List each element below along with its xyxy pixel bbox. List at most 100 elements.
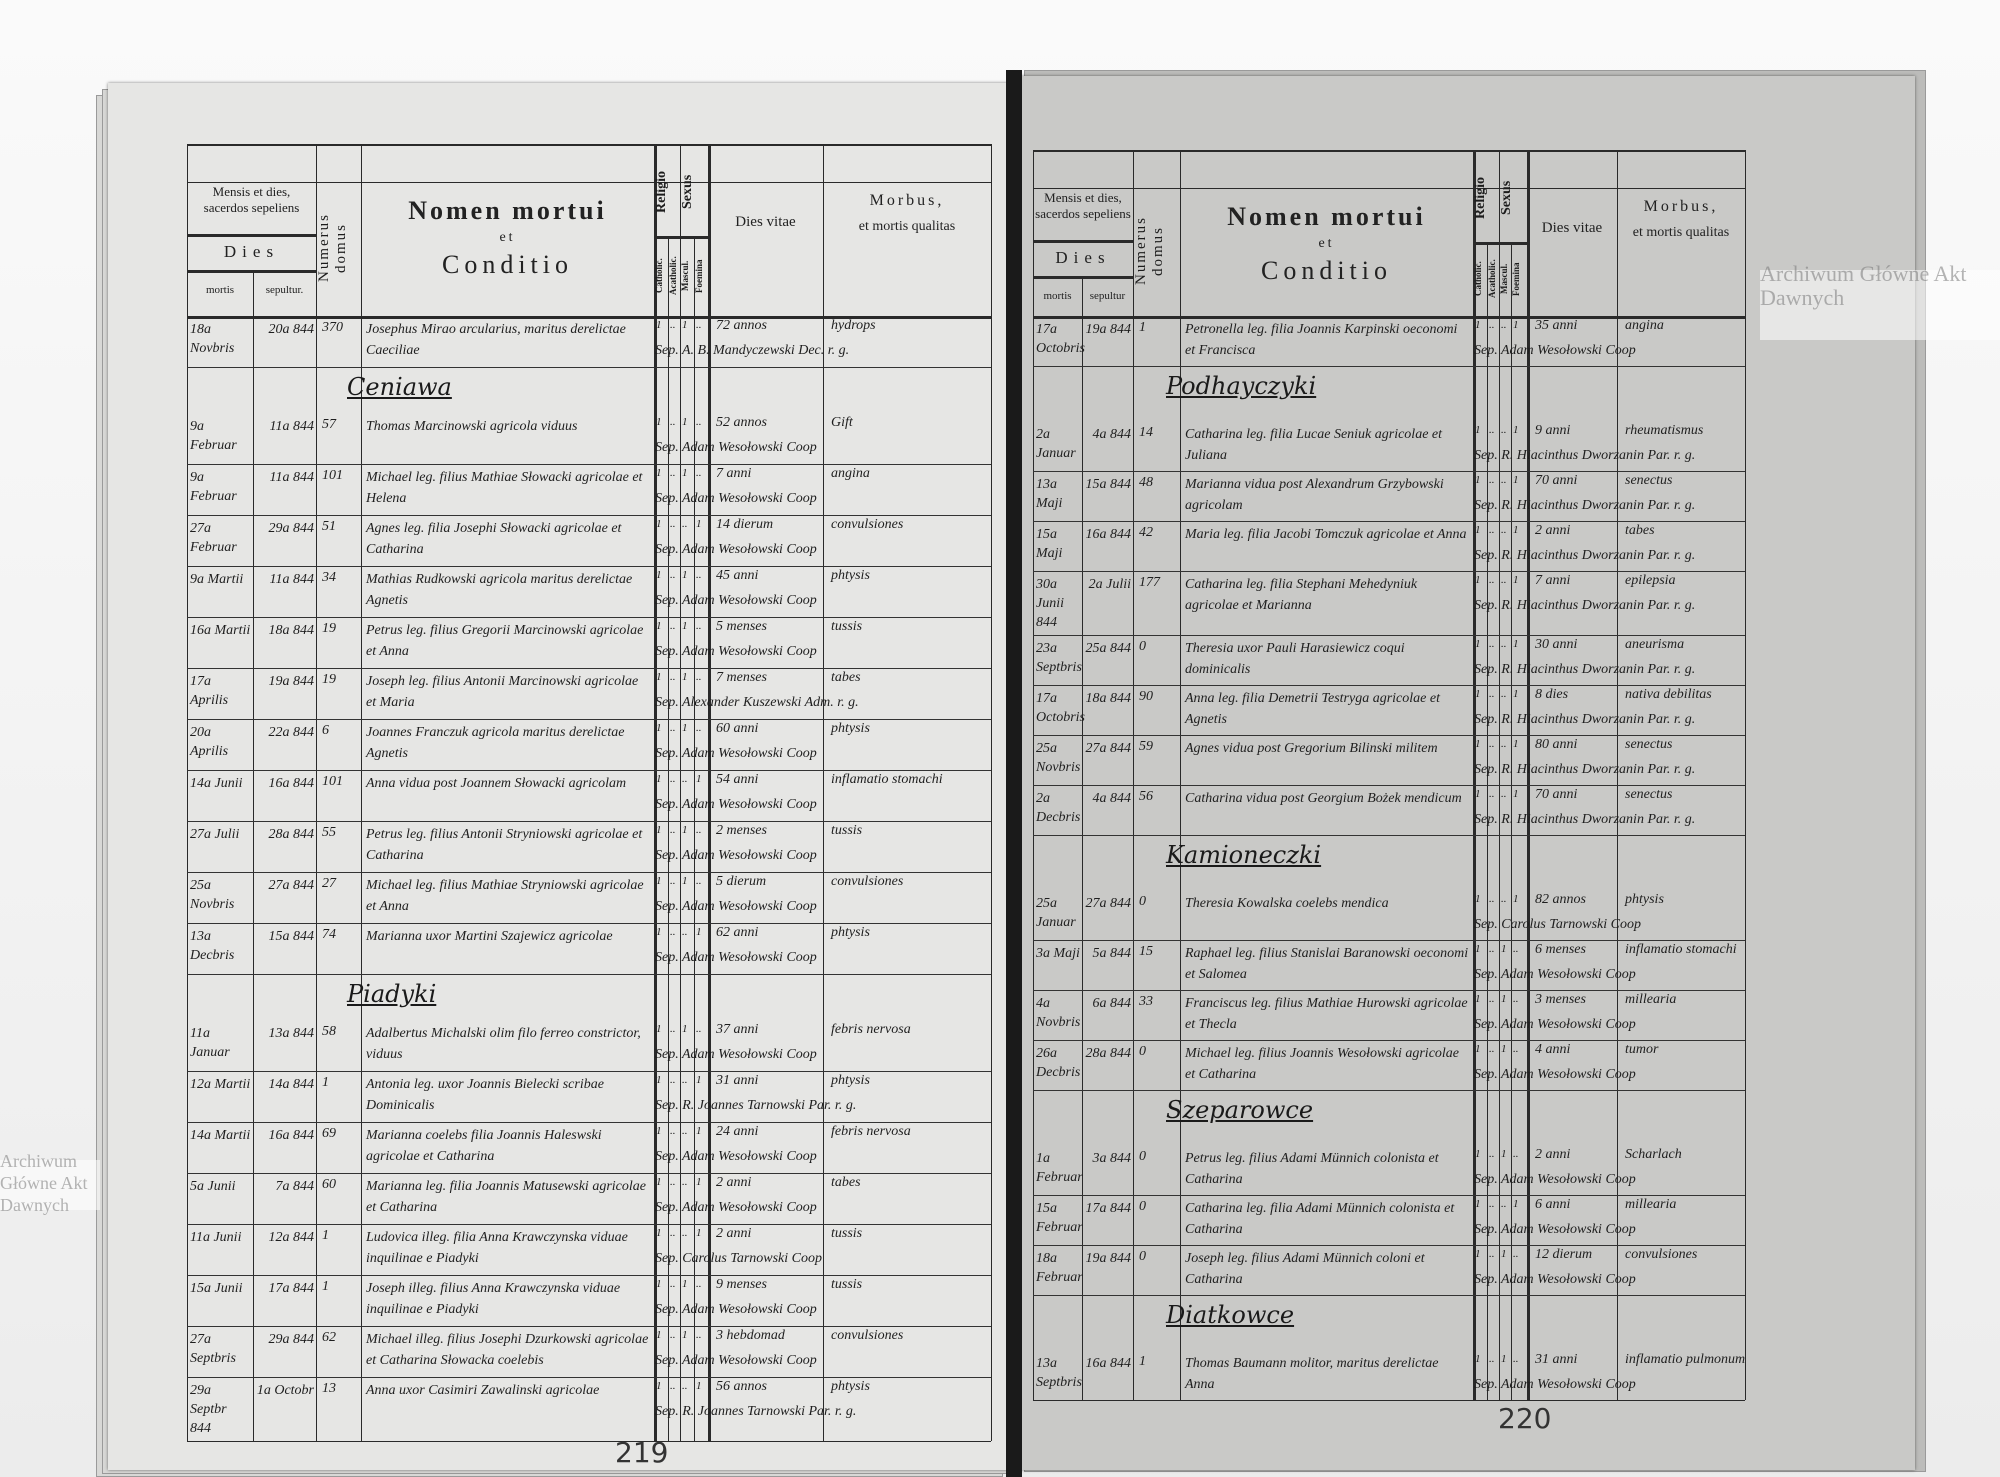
column-rule [1033,150,1034,1400]
age-at-death: 35 anni [1535,318,1578,333]
date-of-burial: 25a 844 [1085,641,1132,656]
catholic-mark: 1 [656,416,662,428]
register-entry: 4a Novbris 6a 844 33 Franciscus leg. filius… [1033,990,1745,1041]
house-number: 57 [322,417,336,432]
male-mark: 1 [682,416,688,428]
date-of-death: 15a Maji [1036,527,1063,561]
acatholic-mark: .. [1489,1148,1495,1160]
male-mark: .. [1501,893,1507,905]
acatholic-mark: .. [670,1278,676,1290]
male-mark: 1 [682,467,688,479]
register-entry: 2a Decbris 4a 844 56 Catharina vidua post G… [1033,785,1745,836]
acatholic-mark: .. [670,1227,676,1239]
male-mark: 1 [1501,1248,1507,1260]
burying-priest: Sep. Carolus Tarnowski Coop [1474,917,1641,932]
acatholic-mark: .. [670,875,676,887]
name-and-condition: Anna vidua post Joannem Słowacki agricol… [366,776,627,791]
male-mark: 1 [1501,943,1507,955]
header-morbus: Morbus, [869,192,945,209]
register-entry: 13a Maji 15a 844 48 Marianna vidua post Ale… [1033,471,1745,522]
burying-priest: Sep. R. Joannes Tarnowski Par. r. g. [655,1404,857,1419]
date-of-death: 17a Octobris [1036,322,1085,356]
age-at-death: 7 anni [716,466,752,481]
female-mark: .. [696,620,702,632]
cause-of-death: inflamatio pulmonum [1625,1352,1746,1367]
date-of-death: 16a Martii [190,623,251,638]
catholic-mark: 1 [656,1176,662,1188]
name-and-condition: Franciscus leg. filius Mathiae Hurowski … [1185,996,1468,1032]
age-at-death: 5 dierum [716,874,767,889]
header-mascul: Mascul. [1499,263,1509,295]
date-of-death: 9a Martii [190,572,244,587]
date-of-burial: 27a 844 [268,878,315,893]
column-rule [1487,242,1488,1400]
age-at-death: 70 anni [1535,473,1578,488]
age-at-death: 3 menses [1535,992,1586,1007]
header-mortis: mortis [1043,290,1072,302]
catholic-mark: 1 [1475,1353,1481,1365]
name-and-condition: Adalbertus Michalski olim filo ferreo co… [366,1026,641,1062]
section-row: Ceniawa [187,367,991,413]
date-of-death: 17a Octobris [1036,691,1085,725]
female-mark: .. [696,1023,702,1035]
house-number: 15 [1139,944,1153,959]
cause-of-death: senectus [1625,737,1673,752]
column-rule [1180,150,1181,1400]
catholic-mark: 1 [656,319,662,331]
male-mark: 1 [1501,1353,1507,1365]
register-entry: 16a Martii 18a 844 19 Petrus leg. filius Gr… [187,617,991,669]
female-mark: 1 [1513,574,1519,586]
date-of-death: 25a Novbris [190,878,235,912]
female-mark: .. [696,722,702,734]
age-at-death: 5 menses [716,619,767,634]
column-rule [316,144,317,1441]
column-rule [187,144,188,1441]
house-number: 19 [322,621,336,636]
male-mark: .. [682,926,688,938]
header-acatholic: Acatholic. [668,256,678,296]
date-of-burial: 6a 844 [1092,996,1132,1011]
catholic-mark: 1 [656,467,662,479]
date-of-burial: 3a 844 [1092,1151,1132,1166]
date-of-burial: 16a 844 [268,776,315,791]
burying-priest: Sep. R. Hiacinthus Dworzanin Par. r. g. [1474,762,1696,777]
watermark-backdrop [1760,270,2000,340]
column-rule [1511,242,1512,1400]
register-entry: 9a Februar 11a 844 57 Thomas Marcinowski ag… [187,413,991,465]
cause-of-death: phtysis [831,1073,870,1088]
catholic-mark: 1 [656,569,662,581]
burying-priest: Sep. Adam Wesołowski Coop [655,491,817,506]
female-mark: .. [696,319,702,331]
cause-of-death: phtysis [831,568,870,583]
catholic-mark: 1 [656,1074,662,1086]
female-mark: .. [1513,993,1519,1005]
register-entry: 17a Aprilis 19a 844 19 Joseph leg. filius A… [187,668,991,720]
female-mark: .. [696,416,702,428]
register-entry: 11a Junii 12a 844 1 Ludovica illeg. filia A… [187,1224,991,1276]
register-table-right: Mensis et dies, sacerdos sepeliens Dies mo… [1033,150,1746,1401]
catholic-mark: 1 [1475,1198,1481,1210]
cause-of-death: millearia [1625,992,1677,1007]
age-at-death: 24 anni [716,1124,759,1139]
name-and-condition: Petronella leg. filia Joannis Karpinski … [1185,322,1458,358]
catholic-mark: 1 [656,875,662,887]
table-top-rule [187,144,991,146]
name-and-condition: Catharina vidua post Georgium Bożek mend… [1185,791,1462,806]
header-catholic: Catholic. [1473,261,1483,297]
register-entry: 27a Septbris 29a 844 62 Michael illeg. fili… [187,1326,991,1378]
burying-priest: Sep. Adam Wesołowski Coop [655,593,817,608]
burying-priest: Sep. Adam Wesołowski Coop [1474,967,1636,982]
catholic-mark: 1 [1475,424,1481,436]
date-of-death: 18a Februar [1036,1251,1083,1285]
header-et: et [499,230,516,245]
watermark-backdrop [0,1160,100,1210]
male-mark: 1 [682,569,688,581]
age-at-death: 70 anni [1535,787,1578,802]
house-number: 0 [1139,639,1146,654]
male-mark: 1 [682,620,688,632]
house-number: 56 [1139,789,1153,804]
house-number: 74 [322,927,336,942]
house-number: 6 [322,723,329,738]
header-mensis: Mensis et dies, sacerdos sepeliens [1035,190,1131,221]
village-heading: Piadyki [347,980,437,1008]
